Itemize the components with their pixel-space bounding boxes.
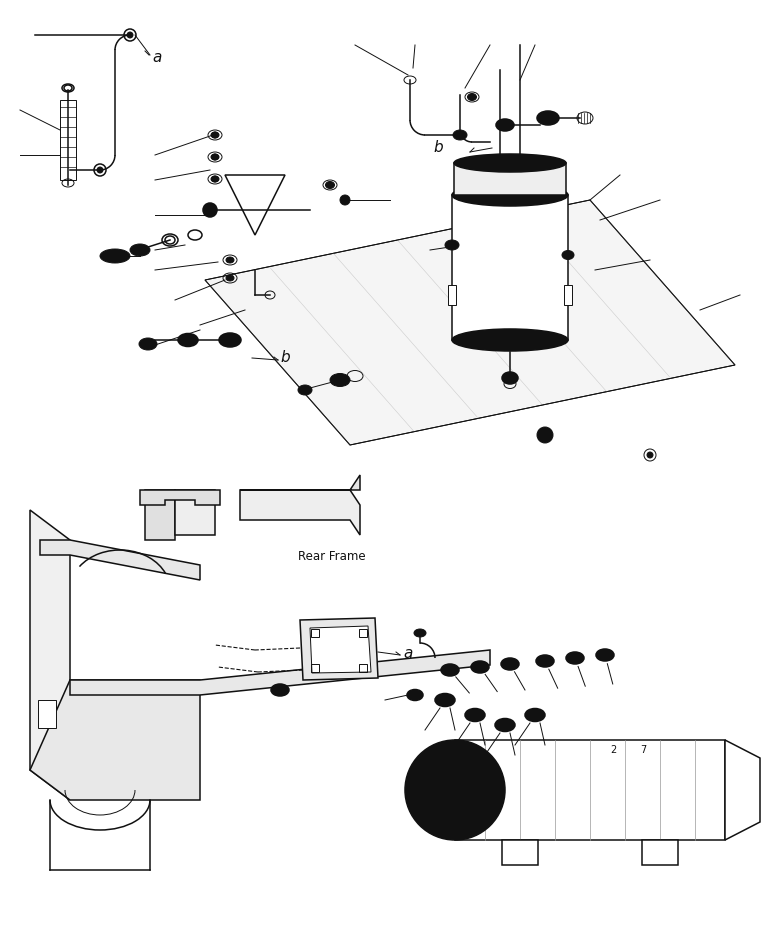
Ellipse shape — [211, 154, 219, 160]
Circle shape — [542, 658, 548, 664]
Polygon shape — [30, 680, 200, 800]
Circle shape — [602, 652, 608, 658]
Circle shape — [127, 32, 133, 38]
Circle shape — [523, 156, 537, 170]
Polygon shape — [205, 200, 735, 445]
Bar — [60, 100, 76, 180]
Circle shape — [328, 183, 332, 187]
Bar — [454, 163, 566, 195]
Ellipse shape — [452, 329, 568, 351]
Circle shape — [507, 661, 513, 667]
Bar — [502, 840, 538, 865]
Ellipse shape — [471, 661, 489, 673]
Circle shape — [477, 664, 483, 670]
Polygon shape — [240, 490, 360, 535]
Ellipse shape — [566, 652, 584, 664]
Bar — [311, 664, 319, 672]
Ellipse shape — [219, 333, 241, 347]
Ellipse shape — [325, 181, 335, 189]
Ellipse shape — [100, 249, 130, 263]
Ellipse shape — [537, 111, 559, 125]
Ellipse shape — [495, 719, 515, 732]
Circle shape — [97, 167, 103, 173]
Circle shape — [212, 176, 218, 182]
Ellipse shape — [414, 629, 426, 637]
Ellipse shape — [525, 708, 545, 721]
Bar — [564, 285, 572, 305]
Polygon shape — [145, 490, 175, 540]
Ellipse shape — [441, 664, 459, 676]
Ellipse shape — [211, 132, 219, 138]
Ellipse shape — [468, 93, 476, 101]
Polygon shape — [175, 490, 215, 535]
Ellipse shape — [445, 240, 459, 250]
Polygon shape — [40, 540, 200, 580]
Text: a: a — [403, 646, 412, 660]
Ellipse shape — [178, 334, 198, 346]
Ellipse shape — [453, 130, 467, 140]
Ellipse shape — [211, 176, 219, 182]
Ellipse shape — [407, 689, 423, 701]
Ellipse shape — [562, 251, 574, 259]
Text: b: b — [433, 141, 443, 156]
Circle shape — [207, 207, 213, 213]
Ellipse shape — [536, 655, 554, 667]
Bar — [455, 740, 725, 840]
Bar — [38, 700, 56, 728]
Ellipse shape — [298, 385, 312, 395]
Bar — [311, 629, 319, 637]
Bar — [448, 285, 456, 305]
Text: 7: 7 — [640, 745, 646, 755]
Polygon shape — [300, 618, 378, 680]
Ellipse shape — [454, 154, 566, 172]
Polygon shape — [310, 626, 371, 673]
Polygon shape — [140, 490, 220, 505]
Circle shape — [212, 154, 218, 160]
Text: a: a — [152, 49, 162, 64]
Ellipse shape — [501, 658, 519, 670]
Circle shape — [503, 156, 517, 170]
Circle shape — [572, 655, 578, 661]
Ellipse shape — [271, 684, 289, 696]
Circle shape — [203, 203, 217, 217]
Text: Rear Frame: Rear Frame — [298, 551, 366, 564]
Ellipse shape — [226, 275, 234, 281]
Circle shape — [343, 198, 347, 202]
Circle shape — [212, 132, 218, 138]
Text: b: b — [280, 351, 290, 366]
Polygon shape — [225, 175, 285, 235]
Ellipse shape — [435, 693, 455, 706]
Polygon shape — [725, 740, 760, 840]
Circle shape — [537, 427, 553, 443]
Bar — [359, 629, 367, 637]
Polygon shape — [70, 650, 490, 695]
Ellipse shape — [130, 244, 150, 256]
Ellipse shape — [226, 257, 234, 263]
Text: 2: 2 — [610, 745, 616, 755]
Ellipse shape — [452, 184, 568, 206]
Polygon shape — [240, 475, 360, 490]
Circle shape — [447, 667, 453, 673]
Ellipse shape — [502, 372, 518, 384]
Ellipse shape — [330, 373, 350, 387]
Bar — [359, 664, 367, 672]
Polygon shape — [30, 510, 70, 800]
Ellipse shape — [465, 708, 485, 721]
Ellipse shape — [139, 338, 157, 350]
Bar — [642, 840, 678, 865]
Circle shape — [541, 431, 549, 439]
Circle shape — [340, 195, 350, 205]
Circle shape — [483, 156, 497, 170]
Circle shape — [647, 452, 653, 458]
Circle shape — [543, 433, 547, 437]
Ellipse shape — [496, 119, 514, 131]
Bar — [452, 195, 568, 340]
Ellipse shape — [596, 649, 614, 661]
Ellipse shape — [405, 740, 505, 840]
